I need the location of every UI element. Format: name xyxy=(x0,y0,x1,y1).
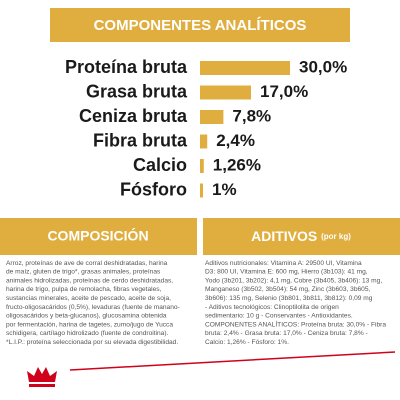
additives-line: Aditivos nutricionales: Vitamina A: 2950… xyxy=(205,260,362,267)
category-label: Fibra bruta xyxy=(93,130,188,150)
additives-line: Manganeso (3b502, 3b504): 54 mg, Zinc (3… xyxy=(205,286,370,293)
additives-line: COMPONENTES ANALÍTICOS: Proteína bruta: … xyxy=(205,319,386,328)
composition-banner xyxy=(0,218,197,255)
value-label: 1% xyxy=(212,180,237,199)
logo xyxy=(27,367,57,387)
bar xyxy=(200,61,290,75)
composition-line: Arroz, proteínas de ave de corral deshid… xyxy=(6,260,168,267)
composition-line: oligosacáridos y beta-glucanos), glucosa… xyxy=(6,313,167,320)
decor-line xyxy=(69,351,396,371)
composition-line: animales hidrolizadas, proteínas de cerd… xyxy=(6,277,173,284)
additives-line: sedimentario: 10 g - Conservantes - Anti… xyxy=(205,313,353,320)
additives-line: 3b606): 135 mg, Selenio (3b801, 3b811, 3… xyxy=(205,295,373,302)
chart-title: COMPONENTES ANALÍTICOS xyxy=(94,17,307,34)
value-label: 1,26% xyxy=(213,155,261,174)
category-label: Ceniza bruta xyxy=(79,106,188,126)
bar xyxy=(200,85,251,100)
value-label: 2,4% xyxy=(216,131,255,150)
additives-line: Yodo (3b201, 3b202): 4,1 mg, Cobre (3b40… xyxy=(205,277,382,284)
composition-line: de maíz, gluten de trigo*, grasas animal… xyxy=(6,269,161,276)
category-label: Fósforo xyxy=(120,179,187,199)
additives-line: Calcio: 1,26% - Fósforo: 1%. xyxy=(205,339,289,346)
additives-line: - Aditivos tecnológicos: Clinoptilolita … xyxy=(205,304,339,311)
bar xyxy=(200,183,203,198)
composition-line: sustancias minerales, aceite de pescado,… xyxy=(6,295,171,302)
additives-line: bruta: 2,4% - Grasa bruta: 17,0% - Ceniz… xyxy=(205,330,368,337)
category-label: Proteína bruta xyxy=(65,57,188,77)
title-banner xyxy=(50,8,350,42)
composition-line: harina de trigo, pulpa de remolacha, fib… xyxy=(6,286,162,293)
logo-crown xyxy=(27,367,57,382)
value-label: 7,8% xyxy=(232,106,271,125)
bar xyxy=(200,110,224,124)
composition-line: fructo-oligosacáridos (0,5%), levaduras … xyxy=(6,304,180,311)
composition-line: *L.I.P.: proteína seleccionada por su el… xyxy=(6,339,178,346)
logo-base xyxy=(29,384,55,387)
additives-banner xyxy=(203,218,400,255)
category-label: Grasa bruta xyxy=(86,81,188,101)
composition-line: schidigera, cartílago hidrolizado (fuent… xyxy=(6,330,169,337)
additives-title: ADITIVOS (por kg) xyxy=(251,228,351,244)
additives-title-text: ADITIVOS xyxy=(251,228,317,244)
value-label: 30,0% xyxy=(299,57,347,76)
value-label: 17,0% xyxy=(260,82,308,101)
category-label: Calcio xyxy=(133,155,187,175)
additives-line: D3: 800 UI, Vitamina E: 600 mg, Hierro (… xyxy=(205,269,368,276)
additives-unit: (por kg) xyxy=(321,232,351,241)
composition-title: COMPOSICIÓN xyxy=(47,227,148,244)
bar xyxy=(200,134,208,149)
composition-line: por fermentación, harina de tagetes, zum… xyxy=(6,321,173,328)
bar xyxy=(200,159,204,173)
